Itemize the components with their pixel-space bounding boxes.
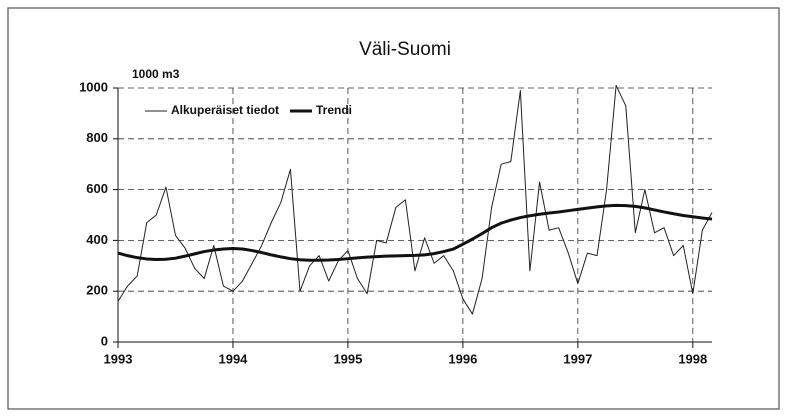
y-tick-label: 200: [86, 283, 108, 298]
y-axis-label: 1000 m3: [132, 67, 180, 81]
x-tick-label: 1993: [104, 351, 133, 366]
y-tick-label: 0: [101, 333, 108, 348]
y-tick-label: 800: [86, 130, 108, 145]
x-tick-label: 1995: [333, 351, 362, 366]
frame: [7, 7, 780, 410]
y-tick-label: 600: [86, 181, 108, 196]
x-tick-label: 1997: [563, 351, 592, 366]
series-line: [117, 84, 713, 315]
legend-label: Trendi: [316, 103, 352, 117]
x-tick-label: 1998: [678, 351, 707, 366]
series-line: [117, 203, 713, 262]
x-tick-label: 1996: [448, 351, 477, 366]
chart-title: Väli-Suomi: [359, 39, 451, 60]
x-tick-label: 1994: [218, 351, 248, 366]
y-tick-label: 400: [86, 232, 108, 247]
legend-label: Alkuperäiset tiedot: [171, 103, 279, 117]
y-tick-label: 1000: [79, 79, 108, 94]
